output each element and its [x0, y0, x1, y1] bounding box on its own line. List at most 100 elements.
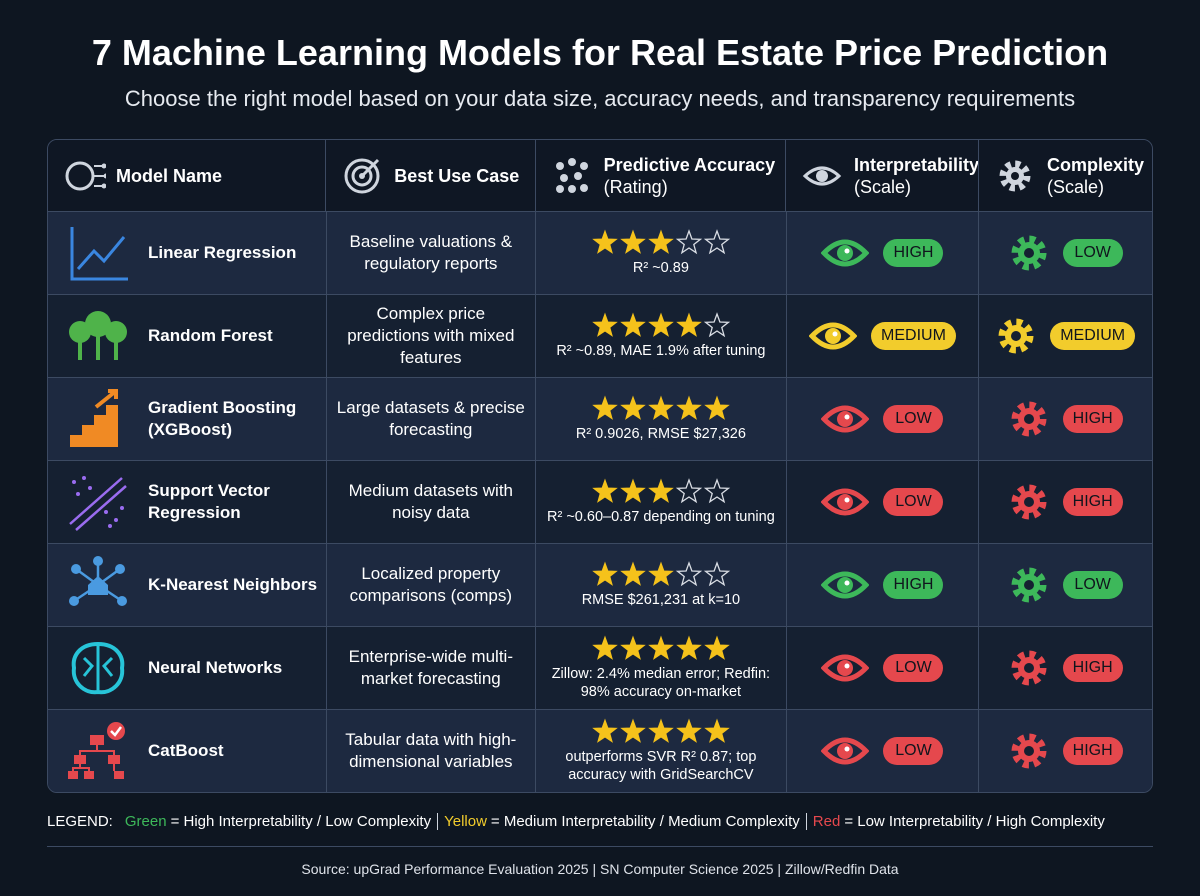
star	[703, 478, 731, 504]
cell: Complex price predictions with mixed fea…	[325, 295, 536, 377]
star	[592, 229, 618, 254]
table-row: Random Forest Complex price predictions w…	[48, 294, 1152, 377]
star	[704, 395, 730, 420]
complexity-badge: HIGH	[1062, 488, 1123, 516]
legend-color-word: Red	[812, 813, 841, 830]
cell: LOW	[785, 461, 979, 543]
table: Model Name Best Use Case Predictive Accura…	[47, 139, 1153, 793]
star	[648, 478, 674, 503]
header-icon	[344, 158, 380, 193]
legend-item: Red = Low Interpretability / High Complex…	[805, 813, 1105, 830]
cell: MEDIUM	[785, 295, 979, 377]
interpretability-icon	[821, 405, 870, 433]
interpretability-badge: LOW	[883, 405, 944, 433]
star	[592, 395, 618, 420]
star-rating	[592, 478, 731, 504]
star	[675, 561, 703, 587]
star	[592, 478, 618, 503]
header-text: Model Name	[116, 165, 222, 187]
cell: RMSE $261,231 at k=10	[535, 544, 786, 626]
header-row: Model Name Best Use Case Predictive Accura…	[48, 140, 1152, 211]
cell: outperforms SVR R² 0.87; top accuracy wi…	[535, 710, 786, 792]
model-icon	[70, 389, 118, 447]
header-cell: Model Name	[48, 140, 325, 211]
interpretability-badge: LOW	[883, 737, 944, 765]
interpretability-icon	[821, 571, 870, 599]
cell: R² ~0.60–0.87 depending on tuning	[535, 461, 786, 543]
cell: LOW	[785, 378, 979, 460]
use-case: Baseline valuations & regulatory reports	[349, 232, 513, 273]
legend-color-word: Green	[124, 813, 167, 830]
complexity-icon	[1011, 733, 1047, 769]
star	[675, 229, 703, 255]
complexity-icon	[1011, 567, 1047, 603]
use-case: Enterprise-wide multi-market forecasting	[348, 647, 513, 688]
source: Source: upGrad Performance Evaluation 20…	[301, 861, 899, 877]
star	[620, 635, 646, 660]
interpretability-badge: MEDIUM	[871, 322, 956, 350]
cell: HIGH	[785, 212, 979, 294]
cell: HIGH	[785, 544, 979, 626]
star	[620, 395, 646, 420]
header-text: Interpretability (Scale)	[854, 154, 979, 198]
star-rating	[592, 718, 730, 743]
star	[620, 229, 646, 254]
header-cell: Best Use Case	[325, 140, 534, 211]
interpretability-icon	[809, 322, 858, 350]
cell: MEDIUM	[978, 295, 1152, 377]
header-icon	[802, 166, 842, 185]
header-cell: Interpretability (Scale)	[784, 140, 979, 211]
accuracy-note: RMSE $261,231 at k=10	[581, 592, 741, 608]
complexity-badge: LOW	[1062, 239, 1123, 267]
interpretability-badge: HIGH	[883, 571, 944, 599]
cell: LOW	[978, 544, 1152, 626]
complexity-badge: HIGH	[1062, 654, 1123, 682]
table-row: Neural Networks Enterprise-wide multi-mar…	[48, 626, 1152, 709]
model-name: CatBoost	[148, 741, 224, 760]
star	[620, 718, 646, 743]
cell: Linear Regression	[48, 212, 326, 294]
model-icon	[71, 641, 125, 695]
cell: Large datasets & precise forecasting	[325, 378, 536, 460]
header-cell: Predictive Accuracy (Rating)	[534, 140, 785, 211]
star	[592, 635, 618, 660]
model-name: Neural Networks	[148, 658, 283, 677]
cell: Zillow: 2.4% median error; Redfin: 98% a…	[535, 627, 786, 709]
cell: LOW	[785, 627, 979, 709]
complexity-icon	[1011, 235, 1047, 271]
cell: CatBoost	[48, 710, 326, 792]
star	[592, 312, 618, 337]
header-text: Predictive Accuracy (Rating)	[604, 154, 775, 198]
table-row: CatBoost Tabular data with high-dimension…	[48, 709, 1152, 792]
cell: LOW	[978, 212, 1152, 294]
accuracy-note: R² 0.9026, RMSE $27,326	[575, 426, 746, 442]
accuracy-note: R² ~0.89	[632, 260, 689, 276]
cell: Localized property comparisons (comps)	[325, 544, 536, 626]
model-icon	[70, 227, 128, 281]
cell: LOW	[785, 710, 979, 792]
legend-text: = Medium Interpretability / Medium Compl…	[490, 813, 800, 830]
interpretability-icon	[821, 239, 870, 267]
star	[676, 718, 702, 743]
cell: HIGH	[978, 378, 1152, 460]
header-text: Complexity (Scale)	[1047, 154, 1144, 198]
cell: K-Nearest Neighbors	[48, 544, 326, 626]
star	[704, 635, 730, 660]
header-sub: (Scale)	[1046, 176, 1104, 197]
complexity-badge: HIGH	[1062, 405, 1123, 433]
star	[648, 635, 674, 660]
header-label: Predictive Accuracy	[603, 154, 776, 175]
cell: HIGH	[978, 461, 1152, 543]
header-icon	[555, 157, 588, 193]
legend: LEGEND: Green = High Interpretability / Lo…	[47, 813, 1153, 830]
interpretability-badge: LOW	[883, 654, 944, 682]
header-label: Complexity	[1046, 154, 1145, 175]
accuracy-note: outperforms SVR R² 0.87; top accuracy wi…	[565, 749, 757, 783]
star	[675, 478, 703, 504]
cell: HIGH	[978, 710, 1152, 792]
header-label: Interpretability	[853, 154, 980, 175]
complexity-badge: LOW	[1062, 571, 1123, 599]
interpretability-icon	[821, 488, 870, 516]
table-row: Support Vector Regression Medium datasets…	[48, 460, 1152, 543]
table-row: Gradient Boosting (XGBoost) Large dataset…	[48, 377, 1152, 460]
